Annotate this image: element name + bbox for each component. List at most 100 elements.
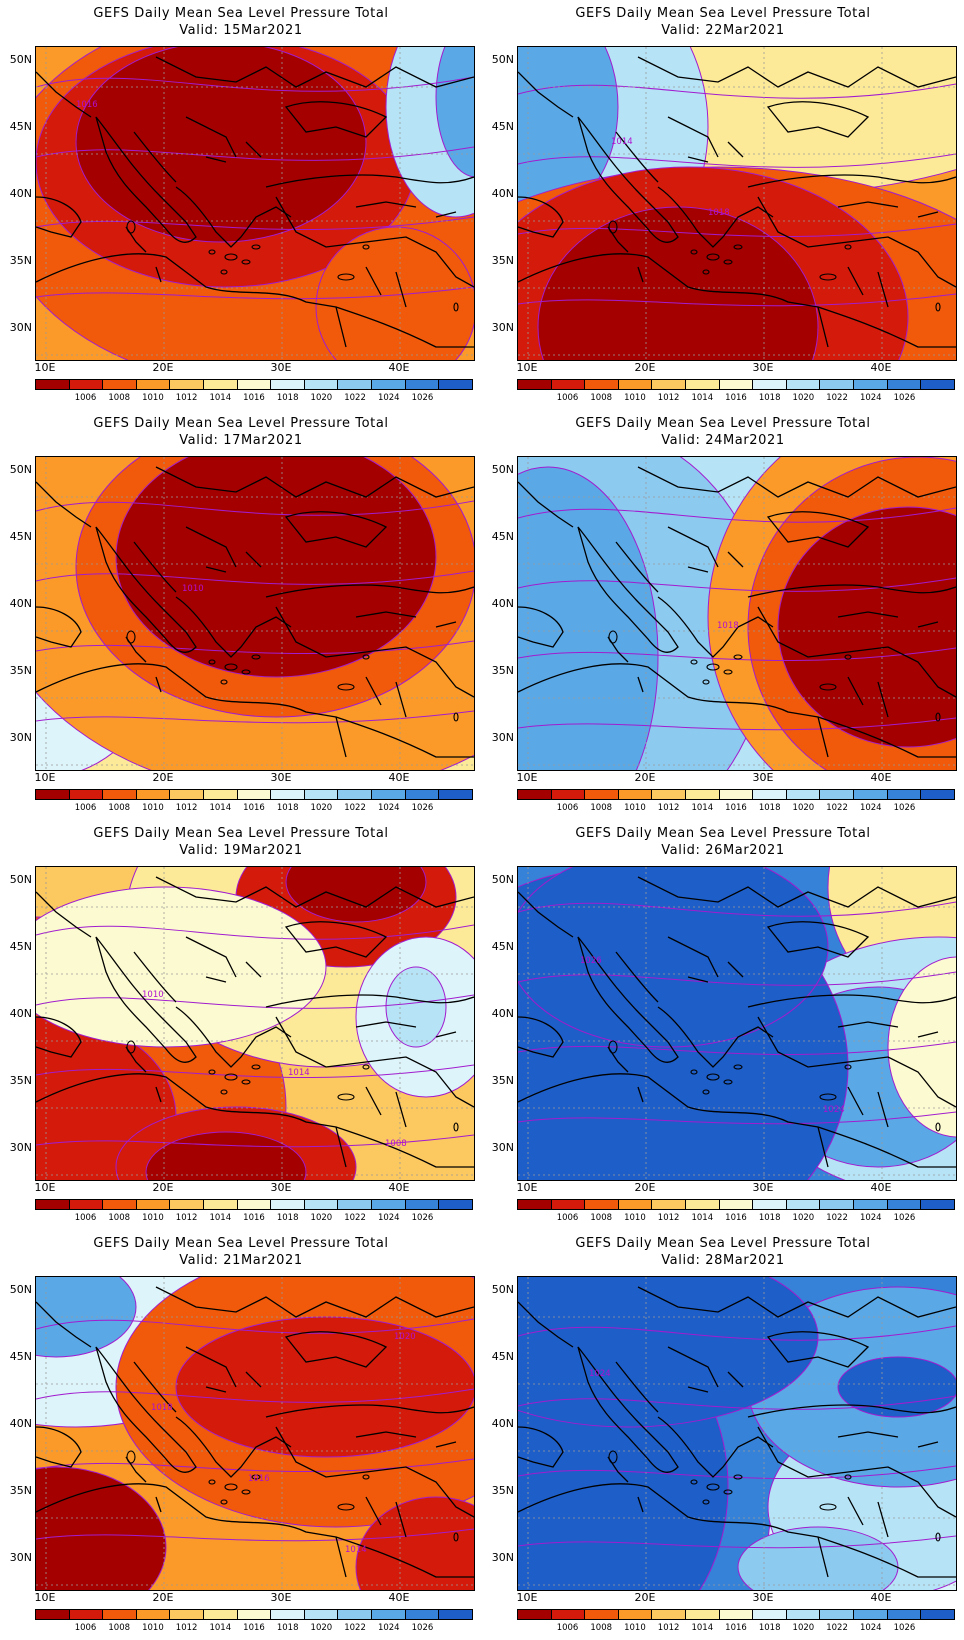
coastline [817, 266, 889, 348]
coastline [615, 131, 659, 183]
coastline [355, 1021, 457, 1038]
coastline [175, 596, 292, 658]
isobar-line [36, 994, 474, 1009]
island [453, 302, 459, 312]
coastline [837, 1431, 939, 1448]
colorbar-swatch [618, 380, 653, 389]
colorbar-swatch [204, 1610, 238, 1619]
coastline [275, 606, 474, 698]
colorbar [35, 1609, 473, 1620]
colorbar-label: 1012 [175, 1623, 198, 1633]
longitude-tick-label: 30E [752, 1591, 774, 1604]
panel-valid-date: Valid: 26Mar2021 [661, 843, 785, 858]
colorbar-label: 1018 [276, 393, 299, 403]
colorbar-label: 1006 [556, 393, 579, 403]
colorbar-label: 1024 [859, 393, 882, 403]
colorbar-label: 1020 [310, 1623, 333, 1633]
island [706, 1483, 720, 1491]
colorbar-swatch [439, 790, 472, 799]
latitude-tick-label: 40N [9, 1417, 32, 1430]
colorbar-swatch [405, 1200, 440, 1209]
colorbar-label: 1016 [725, 1623, 747, 1633]
isobar-line [518, 1325, 956, 1341]
island [224, 1073, 238, 1081]
pressure-map: 1020 1018 1016 1014 [35, 1276, 475, 1591]
coastline [275, 1016, 474, 1108]
coastline [817, 1086, 889, 1168]
longitude-tick-label: 10E [516, 361, 538, 374]
coastline [837, 201, 939, 218]
isobar-region [115, 457, 437, 678]
island [733, 244, 743, 250]
colorbar-swatch [271, 380, 305, 389]
coastline [667, 936, 744, 983]
coastline [766, 101, 870, 138]
coastline [185, 526, 262, 573]
latitude-tick-label: 35N [491, 1074, 514, 1087]
latitude-tick-label: 40N [491, 1007, 514, 1020]
isobar-line [518, 83, 956, 99]
colorbar-label: 1024 [859, 1213, 882, 1223]
island [126, 220, 136, 234]
colorbar-label: 1024 [859, 1623, 882, 1633]
contour-label: 1010 [182, 584, 204, 594]
colorbar-label: 1022 [344, 803, 366, 813]
latitude-tick-label: 40N [491, 187, 514, 200]
longitude-tick-label: 30E [270, 1591, 292, 1604]
colorbar-swatch [820, 1610, 855, 1619]
colorbar-swatch [439, 380, 472, 389]
panel-title: GEFS Daily Mean Sea Level Pressure Total [93, 416, 389, 431]
colorbar-swatch [518, 1200, 552, 1209]
latitude-tick-label: 30N [491, 321, 514, 334]
longitude-tick-label: 40E [388, 1591, 410, 1604]
colorbar-swatch [786, 380, 821, 389]
island [819, 1503, 837, 1511]
colorbar-swatch [372, 1200, 406, 1209]
isobar-region [36, 1277, 137, 1358]
colorbar-swatch [136, 1200, 171, 1209]
panel-valid-date: Valid: 28Mar2021 [661, 1253, 785, 1268]
colorbar-swatch [854, 1200, 888, 1209]
colorbar-label: 1020 [310, 803, 333, 813]
coastline [518, 71, 574, 118]
colorbar-label: 1022 [826, 1213, 848, 1223]
colorbar-swatch [719, 1610, 754, 1619]
colorbar-swatch [921, 380, 954, 389]
colorbar-swatch [170, 790, 205, 799]
coastline [577, 526, 679, 653]
coastline [185, 116, 262, 163]
coastline [95, 116, 197, 243]
colorbar-label: 1022 [826, 1623, 848, 1633]
coastline [518, 253, 956, 348]
isobar-line [518, 223, 956, 237]
longitude-tick-label: 30E [752, 361, 774, 374]
coastline [837, 611, 939, 628]
latitude-tick-label: 40N [9, 187, 32, 200]
island [453, 1532, 459, 1542]
coastline [133, 951, 177, 1003]
longitude-tick-label: 10E [34, 361, 56, 374]
island [453, 1122, 459, 1132]
longitude-tick-label: 10E [34, 771, 56, 784]
longitude-tick-label: 40E [870, 771, 892, 784]
island [723, 669, 733, 675]
colorbar-swatch [103, 1610, 137, 1619]
colorbar-swatch [36, 1200, 70, 1209]
island [220, 1499, 228, 1505]
pressure-map: 1014 1018 [517, 46, 957, 361]
colorbar-swatch [237, 790, 272, 799]
colorbar-swatch [170, 380, 205, 389]
longitude-tick-label: 40E [388, 771, 410, 784]
panel-4: GEFS Daily Mean Sea Level Pressure Total… [482, 410, 964, 820]
coastline [637, 466, 956, 498]
panel-5: GEFS Daily Mean Sea Level Pressure Total… [0, 820, 482, 1230]
island [453, 712, 459, 722]
contour-label: 1024 [589, 1369, 611, 1379]
colorbar-swatch [271, 1610, 305, 1619]
island [706, 663, 720, 671]
latitude-tick-label: 50N [9, 53, 32, 66]
longitude-tick-label: 20E [152, 361, 174, 374]
coastline [518, 606, 564, 648]
coastline [36, 663, 474, 758]
colorbar-label: 1024 [859, 803, 882, 813]
